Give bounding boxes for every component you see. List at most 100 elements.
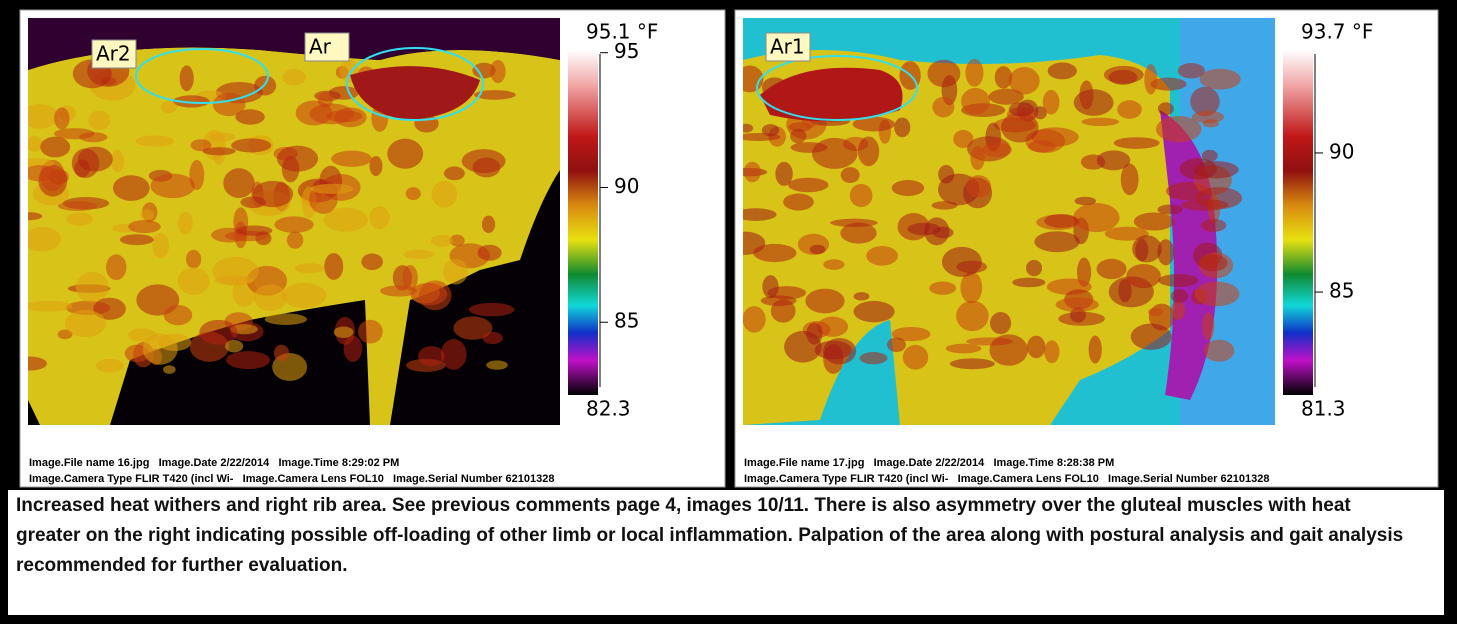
heat-spot: [783, 193, 814, 211]
image-meta: Image.Camera Type FLIR T420 (incl Wi- Im…: [29, 473, 554, 485]
heat-spot: [1201, 218, 1227, 232]
heat-spot: [163, 304, 193, 326]
heat-spot: [1120, 163, 1139, 196]
heat-spot: [253, 284, 287, 311]
heat-spot: [273, 344, 290, 362]
heat-spot: [891, 180, 925, 197]
heat-spot: [294, 263, 325, 274]
heat-spot: [1198, 254, 1228, 272]
heat-spot: [1012, 277, 1046, 288]
heat-spot: [966, 175, 992, 198]
tick-label: 85: [1329, 279, 1354, 303]
heat-spot: [387, 138, 424, 169]
heat-spot: [380, 285, 418, 297]
heat-spot: [28, 103, 59, 129]
heat-spot: [142, 333, 178, 365]
thermal-image: [28, 18, 560, 425]
region-label: Ar: [309, 35, 332, 59]
heat-spot: [775, 161, 793, 186]
heat-spot: [402, 264, 418, 291]
heat-spot: [177, 211, 193, 235]
heat-spot: [853, 300, 895, 323]
heat-spot: [179, 65, 194, 92]
heat-spot: [357, 319, 383, 344]
heat-spot: [152, 233, 170, 259]
heat-spot: [1126, 263, 1161, 289]
tick-label: 95: [614, 39, 639, 63]
heat-spot: [1150, 77, 1187, 91]
heat-spot: [172, 95, 210, 108]
heat-spot: [236, 225, 273, 236]
heat-spot: [1034, 231, 1080, 253]
heat-spot: [482, 331, 503, 345]
heat-spot: [1079, 80, 1094, 110]
heat-spot: [1044, 214, 1079, 228]
heat-spot: [323, 207, 369, 232]
heat-spot: [431, 180, 458, 208]
heat-spot: [960, 271, 983, 304]
heat-spot: [1158, 274, 1199, 287]
comment-box: [8, 490, 1444, 615]
heat-spot: [907, 222, 941, 236]
heat-spot: [88, 110, 111, 131]
heat-spot: [1148, 307, 1164, 317]
heat-spot: [490, 59, 506, 84]
heat-spot: [1096, 150, 1131, 171]
heat-spot: [1104, 226, 1149, 241]
heat-spot: [473, 90, 516, 100]
region-label-box: [91, 39, 137, 69]
heat-spot: [840, 167, 860, 184]
heat-spot: [443, 258, 468, 285]
region-outline: [135, 48, 269, 104]
heat-spot: [77, 146, 113, 172]
heat-spot: [762, 275, 779, 299]
region-outline: [756, 55, 918, 121]
heat-spot: [110, 150, 124, 173]
heat-spot: [753, 243, 797, 263]
color-scale: [1283, 50, 1313, 395]
heat-spot: [1133, 212, 1175, 231]
tick-label: 90: [614, 174, 639, 198]
heat-spot: [199, 319, 238, 345]
heat-spot: [1157, 102, 1174, 116]
region-label-box: [304, 32, 350, 62]
heat-spot: [28, 135, 43, 152]
heat-spot: [1194, 281, 1240, 307]
heat-spot: [418, 346, 445, 367]
heat-spot: [743, 65, 764, 93]
heat-spot: [119, 234, 154, 246]
heat-spot: [369, 206, 390, 230]
heat-spot: [1055, 297, 1099, 312]
heat-spot: [830, 218, 878, 228]
heat-spot: [1199, 68, 1241, 90]
heat-spot: [160, 100, 177, 114]
heat-spot: [840, 222, 877, 244]
heat-spot: [264, 313, 307, 325]
heat-spot: [790, 128, 807, 144]
heat-spot: [150, 173, 196, 199]
heat-spot: [805, 288, 845, 314]
heat-spot: [1155, 116, 1202, 143]
heat-spot: [932, 96, 955, 118]
heat-spot: [163, 365, 176, 374]
heat-spot: [28, 158, 55, 168]
heat-spot: [440, 339, 467, 370]
heat-spot: [1026, 259, 1043, 277]
heat-spot: [449, 234, 465, 247]
heat-spot: [1170, 289, 1188, 303]
heat-spot: [1193, 161, 1239, 179]
heat-spot: [135, 135, 175, 147]
heat-spot: [185, 249, 202, 269]
heat-spot: [461, 149, 506, 174]
heat-spot: [202, 147, 236, 156]
heat-spot: [1008, 67, 1040, 95]
heat-spot: [28, 300, 73, 312]
heat-spot: [443, 166, 465, 181]
heat-spot: [743, 123, 754, 133]
heat-spot: [405, 187, 421, 201]
heat-spot: [1076, 257, 1092, 287]
heat-spot: [128, 219, 161, 234]
heat-spot: [106, 254, 127, 281]
heat-spot: [941, 246, 982, 277]
